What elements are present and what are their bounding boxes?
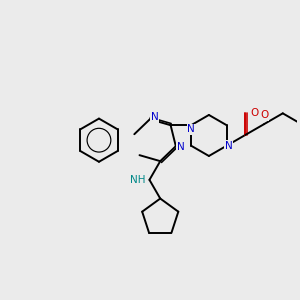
Text: NH: NH [130,175,146,185]
Text: N: N [177,142,184,152]
Text: N: N [225,141,232,151]
Text: N: N [187,124,195,134]
Text: O: O [260,110,268,120]
Text: N: N [151,112,159,122]
Text: O: O [250,108,259,118]
